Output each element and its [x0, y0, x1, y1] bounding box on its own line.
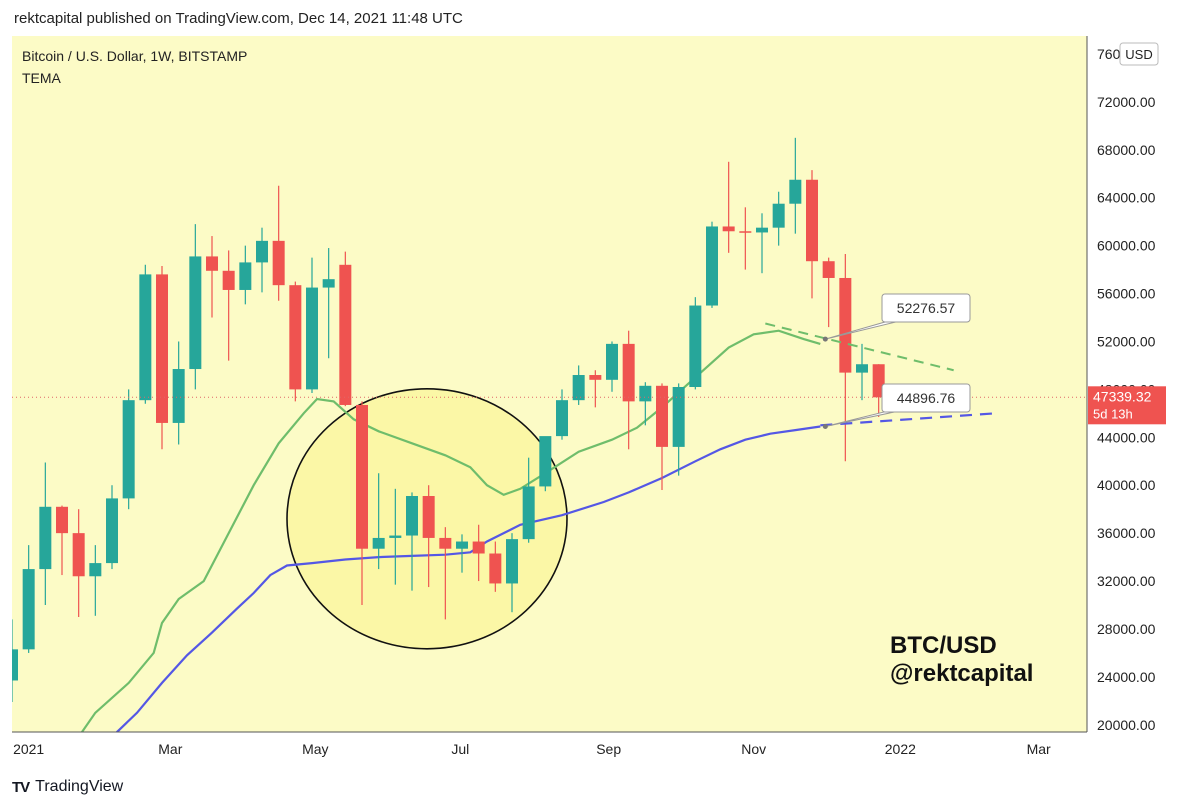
- tradingview-brand: TradingView: [35, 778, 124, 795]
- candle-body[interactable]: [222, 270, 235, 290]
- y-tick-label: 20000.00: [1097, 717, 1156, 733]
- candle-body[interactable]: [656, 385, 668, 447]
- y-tick-label: 64000.00: [1097, 190, 1156, 206]
- chart-container[interactable]: 52276.57 44896.76 20000.00 24000.00 28000.0…: [6, 36, 1192, 766]
- callout-label: 52276.57: [897, 300, 956, 316]
- candle-body[interactable]: [139, 274, 152, 401]
- candle-body[interactable]: [6, 649, 18, 681]
- x-tick-label: Jul: [451, 741, 469, 757]
- y-tick-label: 72000.00: [1097, 94, 1156, 110]
- candle-body[interactable]: [606, 343, 618, 380]
- candle-body[interactable]: [122, 400, 135, 499]
- candle-body[interactable]: [406, 496, 418, 536]
- x-tick-label: Mar: [1027, 741, 1051, 757]
- candle-body[interactable]: [839, 277, 852, 373]
- candle-body[interactable]: [239, 262, 252, 290]
- y-tick-label: 40000.00: [1097, 477, 1156, 493]
- candle-body[interactable]: [689, 305, 702, 387]
- candle-body[interactable]: [556, 400, 568, 437]
- candle-body[interactable]: [272, 240, 285, 286]
- candle-body[interactable]: [739, 231, 752, 233]
- candle-body[interactable]: [22, 569, 35, 650]
- candle-body[interactable]: [256, 240, 268, 263]
- y-tick-label: 24000.00: [1097, 669, 1156, 685]
- callout-anchor: [822, 424, 828, 430]
- candle-body[interactable]: [289, 285, 302, 390]
- y-tick-label: 32000.00: [1097, 573, 1156, 589]
- candle-body[interactable]: [772, 203, 785, 228]
- y-tick-label: 68000.00: [1097, 142, 1156, 158]
- tradingview-logo-icon: TV: [12, 778, 30, 796]
- publish-header: rektcapital published on TradingView.com…: [14, 10, 463, 27]
- candle-body[interactable]: [489, 553, 502, 584]
- candle-body[interactable]: [789, 179, 802, 204]
- y-tick-label: 52000.00: [1097, 333, 1156, 349]
- green-trendline: [765, 322, 954, 372]
- candle-body[interactable]: [722, 226, 735, 232]
- candle-body[interactable]: [622, 343, 635, 402]
- candle-body[interactable]: [89, 563, 102, 577]
- candle-body[interactable]: [756, 227, 768, 233]
- x-tick-label: Sep: [596, 741, 621, 757]
- candle-body[interactable]: [822, 261, 835, 278]
- candle-body[interactable]: [156, 274, 168, 423]
- indicator-label: TEMA: [22, 70, 62, 86]
- candle-body[interactable]: [322, 279, 335, 288]
- currency-badge-label: USD: [1125, 47, 1152, 62]
- current-price-badge[interactable]: [1088, 386, 1166, 425]
- candle-body[interactable]: [522, 486, 535, 540]
- x-tick-label: May: [302, 741, 328, 757]
- candle-body[interactable]: [422, 496, 435, 538]
- candle-body[interactable]: [506, 539, 518, 584]
- y-tick-label: 56000.00: [1097, 286, 1156, 302]
- callout-box: [881, 293, 971, 323]
- candle-body[interactable]: [306, 287, 318, 390]
- y-tick-label: 36000.00: [1097, 525, 1156, 541]
- candle-body[interactable]: [372, 537, 385, 549]
- candle-body[interactable]: [639, 385, 652, 402]
- currency-badge[interactable]: USD: [1119, 42, 1159, 66]
- candle-body[interactable]: [206, 256, 218, 271]
- callout-anchor: [822, 336, 828, 342]
- candle-body[interactable]: [39, 506, 52, 570]
- callout-box: [881, 383, 971, 413]
- current-price-label: 47339.32: [1093, 388, 1152, 404]
- y-tick-label: 44000.00: [1097, 429, 1156, 445]
- candlestick-chart[interactable]: 52276.57 44896.76 20000.00 24000.00 28000.0…: [6, 36, 1192, 766]
- candle-body[interactable]: [389, 535, 402, 538]
- candle-body[interactable]: [56, 506, 68, 534]
- y-tick-label: 60000.00: [1097, 238, 1156, 254]
- candle-body[interactable]: [439, 537, 452, 549]
- y-axis-background: [1088, 36, 1192, 732]
- annotation-line-2: @rektcapital: [890, 660, 1033, 687]
- y-tick-label: 28000.00: [1097, 621, 1156, 637]
- blue-trendline: [820, 412, 996, 427]
- candle-body[interactable]: [672, 386, 685, 447]
- x-tick-label: Nov: [741, 741, 766, 757]
- watermark-annotation: BTC/USD @rektcapital: [890, 632, 1033, 687]
- x-axis-background: [12, 732, 1087, 766]
- candle-body[interactable]: [856, 364, 868, 373]
- x-tick-label: 2022: [885, 741, 916, 757]
- candle-body[interactable]: [72, 533, 85, 577]
- chart-title: Bitcoin / U.S. Dollar, 1W, BITSTAMP: [22, 48, 247, 64]
- candle-body[interactable]: [456, 541, 468, 549]
- x-tick-label: Mar: [158, 741, 182, 757]
- callout-label: 44896.76: [897, 390, 956, 406]
- annotation-line-1: BTC/USD: [890, 632, 997, 659]
- candle-body[interactable]: [572, 375, 585, 401]
- footer-branding: TV TradingView: [12, 778, 123, 796]
- x-tick-label: 2021: [13, 741, 44, 757]
- candle-body[interactable]: [172, 369, 185, 423]
- candle-body[interactable]: [472, 541, 485, 554]
- candle-body[interactable]: [356, 404, 368, 549]
- candle-body[interactable]: [339, 264, 352, 405]
- candle-body[interactable]: [539, 436, 552, 487]
- candle-body[interactable]: [589, 375, 602, 380]
- countdown-label: 5d 13h: [1093, 406, 1133, 421]
- candle-body[interactable]: [189, 256, 202, 370]
- candle-body[interactable]: [106, 498, 118, 564]
- candle-body[interactable]: [806, 179, 818, 262]
- candle-body[interactable]: [706, 226, 718, 306]
